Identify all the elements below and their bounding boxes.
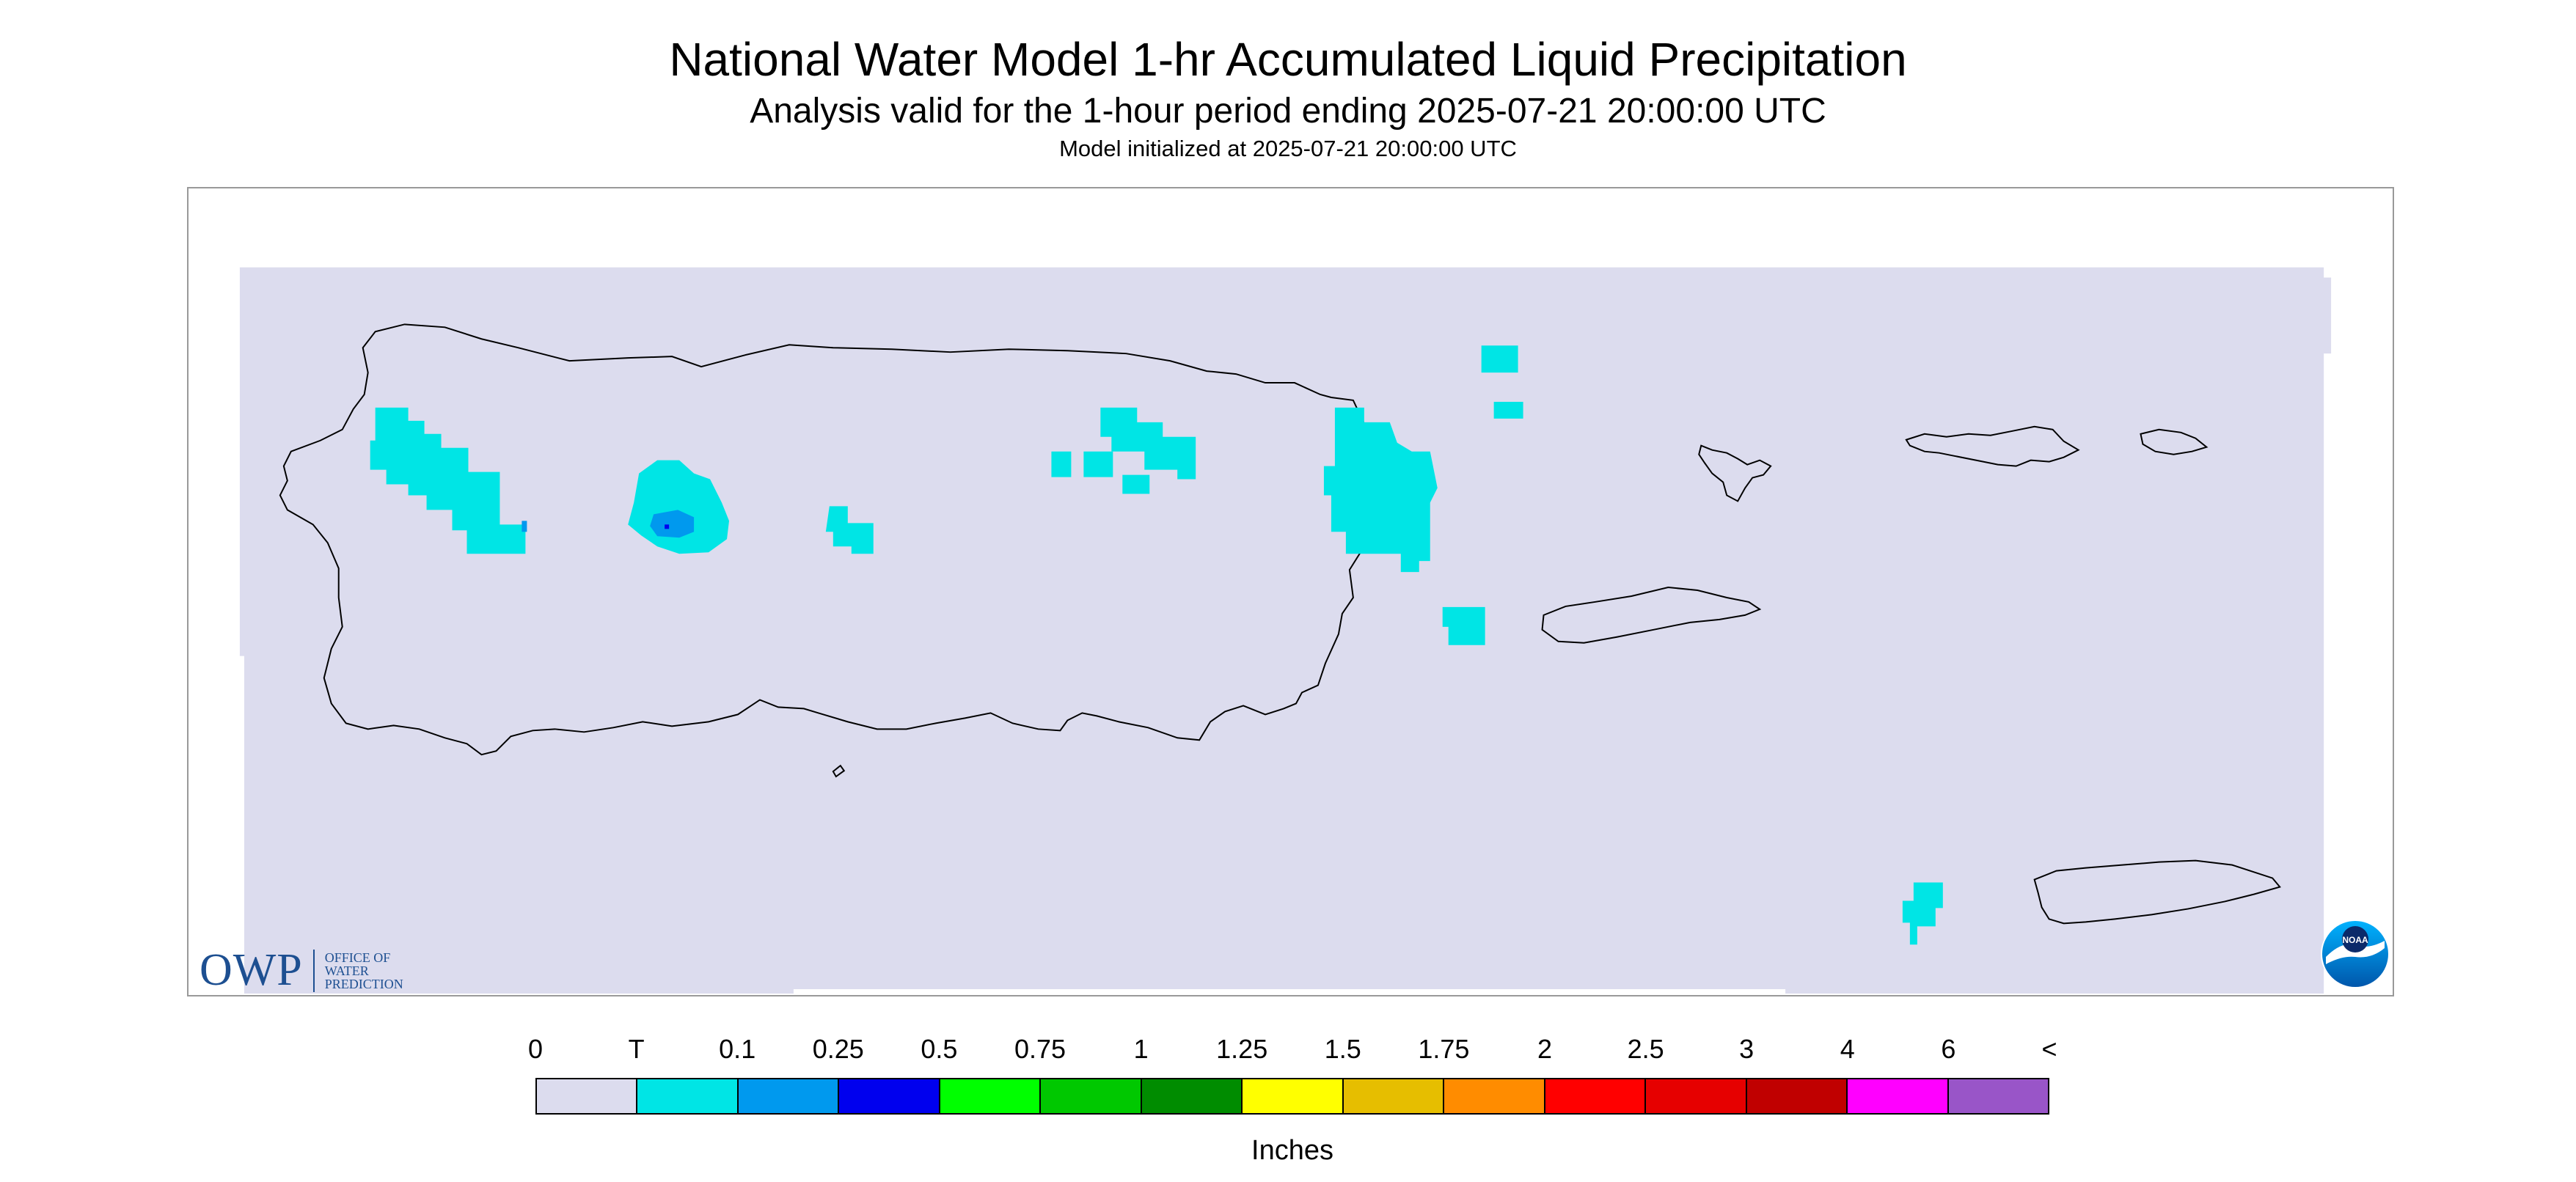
legend-swatch-3 xyxy=(839,1079,940,1113)
precip-field-background xyxy=(239,267,2332,994)
legend-tick-label: T xyxy=(628,1034,645,1064)
owp-logo-divider xyxy=(312,949,315,992)
legend-tick-label: 2 xyxy=(1537,1034,1553,1064)
owp-logo: OWP OFFICE OF WATER PREDICTION xyxy=(200,944,403,996)
st-croix-coastline xyxy=(2033,859,2281,925)
light-blue-patch-central-west xyxy=(650,510,695,538)
legend-tick-labels: 0 T 0.1 0.25 0.5 0.75 1 1.25 1.5 1.75 2 2.5 3 4 6 < xyxy=(528,1034,2057,1066)
map-title: National Water Model 1-hr Accumulated Li… xyxy=(669,33,1907,86)
legend-tick-label: 1.75 xyxy=(1418,1034,1470,1064)
legend-swatch-14 xyxy=(1948,1079,2049,1113)
legend-swatch-2 xyxy=(738,1079,840,1113)
legend-tick-label: 3 xyxy=(1739,1034,1754,1064)
small-island-south xyxy=(832,764,846,778)
noaa-logo: NOAA xyxy=(2321,919,2390,988)
trace-patch-east xyxy=(1323,407,1438,573)
legend-color-bar xyxy=(535,1078,2049,1115)
precip-light-blue-patches xyxy=(522,510,695,538)
legend-tick-label: 6 xyxy=(1941,1034,1956,1064)
legend-swatch-5 xyxy=(1041,1079,1142,1113)
legend-tick-label: 1.5 xyxy=(1324,1034,1361,1064)
culebra-coastline xyxy=(1698,444,1772,502)
legend-swatch-12 xyxy=(1746,1079,1848,1113)
legend-tick-label: 0.5 xyxy=(921,1034,958,1064)
legend-swatch-6 xyxy=(1141,1079,1243,1113)
darker-point xyxy=(665,524,670,529)
legend-swatch-1 xyxy=(637,1079,739,1113)
vieques-coastline xyxy=(1541,587,1762,644)
legend-tick-label: 0 xyxy=(527,1034,544,1064)
legend-tick-label: 1 xyxy=(1133,1034,1149,1064)
legend-tick-label: 0.1 xyxy=(719,1034,756,1064)
legend-swatch-8 xyxy=(1343,1079,1445,1113)
st-john-coastline xyxy=(2140,428,2209,455)
legend-tick-label: 0.25 xyxy=(812,1034,864,1064)
precip-trace-patches xyxy=(370,345,1943,945)
precipitation-legend: 0 T 0.1 0.25 0.5 0.75 1 1.25 1.5 1.75 2 2.5 3 4 6 < Inc… xyxy=(528,1034,2057,1173)
legend-swatch-11 xyxy=(1646,1079,1747,1113)
map-frame xyxy=(187,187,2394,996)
trace-patch-southeast xyxy=(1442,606,1485,645)
owp-logo-mark: OWP xyxy=(200,945,303,995)
puerto-rico-coastline xyxy=(279,323,1406,756)
legend-tick-label: 0.75 xyxy=(1014,1034,1066,1064)
legend-swatch-10 xyxy=(1545,1079,1647,1113)
trace-patch-north-central-a xyxy=(1100,407,1196,480)
trace-patch-northeast-a xyxy=(1481,345,1518,373)
trace-patch-north-central-d xyxy=(1122,474,1150,494)
model-init-text: Model initialized at 2025-07-21 20:00:00… xyxy=(1059,136,1517,161)
legend-tick-label: 1.25 xyxy=(1216,1034,1268,1064)
legend-swatch-13 xyxy=(1848,1079,1949,1113)
st-thomas-coastline xyxy=(1905,425,2080,467)
trace-patch-small-central xyxy=(825,506,874,554)
trace-patch-stcroix-west xyxy=(1902,882,1943,945)
legend-swatch-9 xyxy=(1444,1079,1545,1113)
legend-swatch-7 xyxy=(1243,1079,1344,1113)
precipitation-map xyxy=(239,267,2332,994)
map-subtitle: Analysis valid for the 1-hour period end… xyxy=(750,92,1826,131)
owp-logo-text: OFFICE OF WATER PREDICTION xyxy=(324,950,403,991)
legend-swatch-0 xyxy=(537,1079,638,1113)
trace-patch-west xyxy=(370,407,526,554)
light-blue-patch-west xyxy=(522,521,527,532)
svg-text:NOAA: NOAA xyxy=(2342,935,2368,945)
legend-tick-label: 4 xyxy=(1840,1034,1855,1064)
legend-tick-label: < xyxy=(2041,1034,2057,1064)
legend-swatch-4 xyxy=(940,1079,1042,1113)
trace-patch-northeast-b xyxy=(1493,401,1523,419)
legend-units: Inches xyxy=(1251,1135,1333,1166)
trace-patch-north-central-c xyxy=(1083,451,1113,477)
legend-tick-label: 2.5 xyxy=(1627,1034,1664,1064)
trace-patch-north-central-b xyxy=(1051,451,1072,477)
